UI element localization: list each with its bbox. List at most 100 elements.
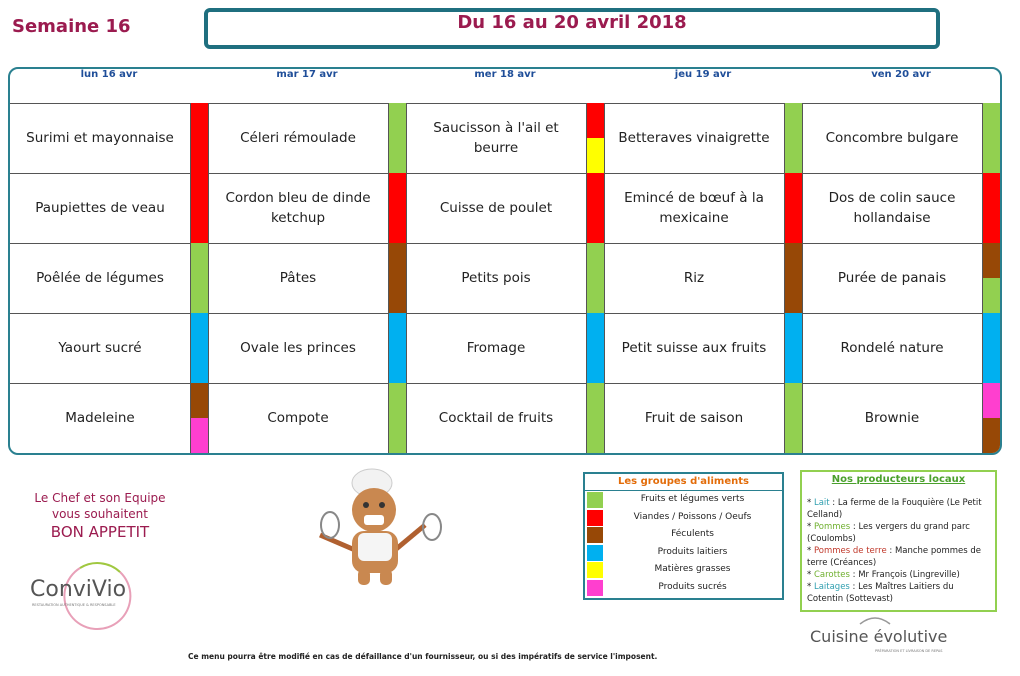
group-bar [190, 173, 208, 243]
column-rule [208, 383, 209, 453]
bar-rule [784, 103, 785, 173]
producer-text: : Les vergers du grand parc (Coulombs) [807, 522, 970, 544]
producer: * Pommes : Les vergers du grand parc (Co… [807, 521, 990, 545]
bar-rule [190, 383, 191, 453]
chef-eye [379, 502, 385, 508]
producer-label: Pommes de terre [813, 546, 887, 556]
bar-rule [388, 313, 389, 383]
group-bar [190, 383, 208, 418]
column-rule [604, 103, 605, 173]
day-header: mer 18 avr [474, 69, 536, 80]
column-rule [406, 173, 407, 243]
column-rule [802, 243, 803, 313]
column-rule [208, 243, 209, 313]
group-bar [586, 313, 604, 383]
logo-tagline: RESTAURATION AUTHENTIQUE & RESPONSABLE [32, 603, 116, 607]
chef-jacket [358, 533, 392, 561]
producer-text: : Mr François (Lingreville) [849, 570, 960, 580]
legend-label: Fruits et légumes verts [640, 494, 745, 504]
group-bar [982, 103, 1000, 173]
producer-label: Pommes [813, 522, 851, 532]
menu-item: Riz [683, 270, 705, 286]
legend-items: Fruits et légumes verts Viandes / Poisson… [585, 491, 782, 596]
producer-text: : Les Maîtres Laitiers du Cotentin (Sott… [807, 582, 954, 604]
logo-text: ConviVio [30, 577, 126, 602]
legend-label: Viandes / Poissons / Oeufs [633, 511, 752, 522]
bar-rule [190, 243, 191, 313]
logo-arc [79, 562, 121, 573]
chef-eye [363, 502, 369, 508]
bar-rule [190, 313, 191, 383]
menu-table: lun 16 avr mar 17 avr mer 18 avr jeu 19 avr… [8, 67, 1002, 455]
menu-item: Dos de colin sauce hollandaise [828, 190, 956, 226]
menu-item: Madeleine [65, 410, 135, 426]
bar-rule [586, 313, 587, 383]
bar-rule [982, 383, 983, 453]
logo-arc [859, 617, 891, 625]
legend-swatch [587, 562, 603, 578]
producers-items: * Lait : La ferme de la Fouquière (Le Pe… [807, 497, 990, 605]
group-bar [388, 383, 406, 453]
group-bar [586, 138, 604, 173]
producer-label: Laitages [813, 582, 850, 592]
group-bar [586, 243, 604, 313]
column-rule [802, 103, 803, 173]
day-header: jeu 19 avr [674, 69, 732, 80]
logo-tagline: PRÉPARATION ET LIVRAISON DE REPAS [875, 648, 943, 653]
logo-arc [63, 567, 132, 631]
menu-item: Rondelé nature [840, 340, 944, 356]
legend-swatch [587, 492, 603, 508]
bar-rule [784, 173, 785, 243]
legend-item: Viandes / Poissons / Oeufs [585, 509, 782, 527]
menu-item: Fromage [466, 340, 526, 356]
legend-item: Fruits et légumes verts [585, 491, 782, 509]
column-rule [604, 173, 605, 243]
legend-item: Féculents [585, 526, 782, 544]
producer-bullet: * [807, 546, 812, 556]
group-bar [982, 173, 1000, 243]
bar-rule [586, 383, 587, 453]
column-rule [802, 383, 803, 453]
chef-leg [380, 569, 392, 585]
menu-item: Betteraves vinaigrette [618, 130, 770, 146]
menu-item: Saucisson à l'ail et beurre [433, 120, 559, 156]
producer-label: Carottes [813, 570, 850, 580]
menu-item: Compote [267, 410, 329, 426]
bar-rule [388, 103, 389, 173]
menu-item: Ovale les princes [240, 340, 356, 356]
producers-box: Nos producteurs locaux * Lait : La ferme… [800, 470, 997, 612]
group-bar [388, 103, 406, 173]
group-bar [190, 103, 208, 173]
menu-item: Cordon bleu de dinde ketchup [225, 190, 371, 226]
bar-rule [190, 173, 191, 243]
bar-rule [784, 243, 785, 313]
day-header: ven 20 avr [871, 69, 931, 80]
bar-rule [388, 383, 389, 453]
producer-bullet: * [807, 522, 812, 532]
greeting-line: vous souhaitent [51, 507, 148, 521]
week-label: Semaine 16 [12, 16, 131, 37]
greeting-line: Le Chef et son Equipe [34, 491, 166, 505]
legend-label: Matières grasses [654, 564, 731, 574]
day-header: lun 16 avr [80, 69, 138, 80]
producer: * Pommes de terre : Manche pommes de ter… [807, 545, 990, 569]
day-header: mar 17 avr [276, 69, 338, 80]
legend-label: Produits sucrés [658, 581, 727, 592]
whisk [422, 513, 442, 541]
column-rule [406, 243, 407, 313]
logo-text: Cuisine évolutive [810, 627, 947, 646]
bar-rule [982, 173, 983, 243]
menu-item: Cuisse de poulet [439, 200, 553, 216]
group-bar [190, 418, 208, 453]
column-rule [406, 103, 407, 173]
group-bar [982, 243, 1000, 278]
column-rule [604, 383, 605, 453]
chef-mask [364, 515, 384, 525]
bar-rule [982, 313, 983, 383]
cuisine-logo: Cuisine évolutive PRÉPARATION ET LIVRAIS… [810, 617, 947, 653]
producer: * Carottes : Mr François (Lingreville) [807, 569, 990, 581]
utensil [393, 523, 427, 552]
date-range: Du 16 au 20 avril 2018 [204, 8, 940, 49]
menu-item: Petits pois [461, 270, 531, 286]
bar-rule [982, 103, 983, 173]
